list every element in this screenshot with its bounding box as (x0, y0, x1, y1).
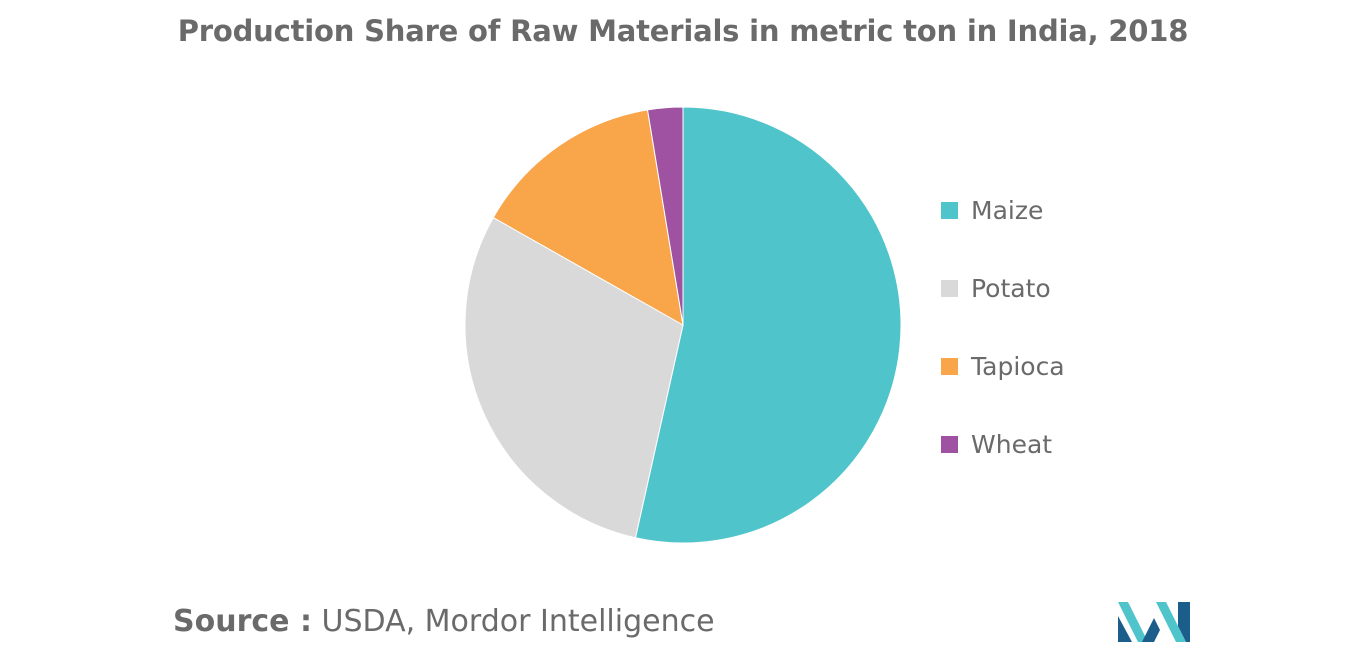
legend-swatch (941, 279, 958, 297)
pie-slice-maize (634, 106, 902, 544)
legend-label: Maize (971, 195, 1044, 225)
source-text: USDA, Mordor Intelligence (321, 604, 715, 639)
pie-slice-tapioca (492, 109, 684, 326)
legend-swatch (941, 201, 958, 219)
source-note: Source : USDA, Mordor Intelligence (173, 604, 715, 639)
legend-item-wheat: Wheat (941, 424, 1052, 464)
legend-label: Tapioca (971, 351, 1065, 381)
legend-label: Potato (971, 273, 1051, 303)
source-label: Source : (173, 604, 312, 639)
mordor-intelligence-logo-icon (1118, 602, 1190, 642)
legend-item-tapioca: Tapioca (941, 346, 1065, 386)
legend-label: Wheat (971, 429, 1053, 459)
pie-slice-potato (464, 216, 684, 539)
pie-slice-wheat (646, 106, 684, 326)
legend-item-potato: Potato (941, 268, 1051, 308)
chart-title: Production Share of Raw Materials in met… (177, 14, 1189, 48)
legend-swatch (941, 435, 958, 453)
legend-swatch (941, 357, 958, 375)
legend-item-maize: Maize (941, 190, 1043, 230)
